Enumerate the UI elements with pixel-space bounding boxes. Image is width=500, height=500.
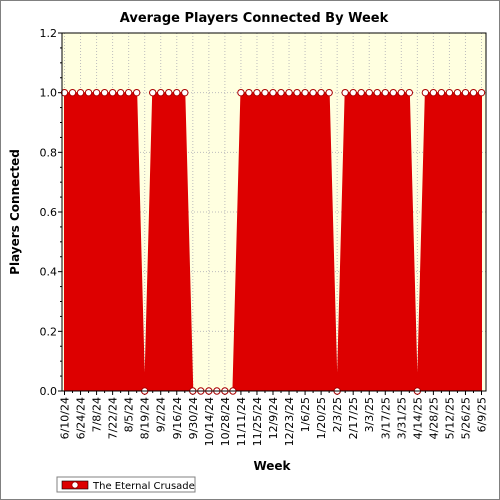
x-tick-label: 4/14/25: [411, 397, 424, 439]
data-point: [341, 88, 349, 97]
data-point: [469, 88, 478, 97]
data-point: [261, 88, 269, 97]
x-tick-label: 12/23/24: [283, 397, 296, 446]
x-tick-label: 3/31/25: [395, 397, 408, 439]
x-tick-label: 3/17/25: [379, 397, 392, 439]
y-tick-label: 0.6: [40, 206, 58, 219]
x-tick-label: 6/24/24: [75, 397, 88, 439]
data-point: [317, 88, 325, 97]
data-point: [381, 88, 389, 97]
data-point: [365, 88, 373, 97]
x-tick-label: 7/22/24: [107, 397, 120, 439]
data-point: [373, 88, 381, 97]
plot-area: 0.0 0.2 0.4 0.6 0.8 1.0 1.2 6/10/24 6/24/24 7/8/2…: [40, 27, 489, 446]
x-tick-label: 1/6/25: [299, 397, 312, 432]
data-point: [132, 88, 141, 97]
data-point: [453, 88, 462, 97]
legend-marker: [71, 481, 79, 489]
data-point: [301, 88, 309, 97]
data-point: [285, 88, 293, 97]
x-tick-label: 12/9/24: [267, 397, 280, 439]
x-tick-label: 9/16/24: [171, 397, 184, 439]
y-tick-label: 0.8: [40, 146, 58, 159]
data-point: [92, 88, 101, 97]
data-point: [237, 88, 245, 97]
x-tick-label: 10/14/24: [203, 397, 216, 446]
y-tick-label: 1.0: [40, 87, 58, 100]
data-point: [269, 88, 277, 97]
x-tick-label: 6/10/24: [59, 397, 72, 439]
legend-label: The Eternal Crusade: [92, 481, 195, 492]
data-point: [357, 88, 365, 97]
data-point: [277, 88, 285, 97]
x-tick-label: 2/17/25: [347, 397, 360, 439]
plot-border: [61, 32, 487, 392]
y-tick-label: 0.2: [40, 325, 58, 338]
data-point: [116, 88, 125, 97]
x-tick-label: 5/26/25: [459, 397, 472, 439]
data-point: [445, 88, 454, 97]
x-tick-label: 5/12/25: [443, 397, 456, 439]
y-tick-label: 0.0: [40, 385, 58, 398]
data-point: [253, 88, 261, 97]
data-point: [68, 88, 77, 97]
data-point: [124, 88, 133, 97]
data-point: [461, 88, 470, 97]
x-tick-label: 1/20/25: [315, 397, 328, 439]
x-tick-label: 8/5/24: [123, 397, 136, 432]
data-point: [429, 88, 438, 97]
data-point: [84, 88, 93, 97]
legend-box: [56, 476, 196, 493]
data-point: [293, 88, 301, 97]
x-tick-label: 6/9/25: [476, 397, 489, 432]
data-point: [309, 88, 317, 97]
x-tick-label: 11/11/24: [235, 397, 248, 446]
data-point: [405, 88, 414, 97]
x-tick-label: 7/8/24: [91, 397, 104, 432]
data-point: [437, 88, 446, 97]
y-tick-label: 0.4: [40, 266, 58, 279]
y-tick-label: 1.2: [40, 27, 58, 40]
data-point: [477, 88, 486, 97]
data-point: [349, 88, 357, 97]
x-tick-label: 9/30/24: [187, 397, 200, 439]
data-point: [76, 88, 85, 97]
data-point: [60, 88, 69, 97]
data-point: [157, 88, 165, 97]
data-point: [165, 88, 173, 97]
x-tick-label: 8/19/24: [139, 397, 152, 439]
data-point: [108, 88, 117, 97]
data-point: [389, 88, 397, 97]
data-point: [181, 88, 189, 97]
x-tick-label: 11/25/24: [251, 397, 264, 446]
x-tick-label: 9/2/24: [155, 397, 168, 432]
x-tick-label: 2/3/25: [331, 397, 344, 432]
data-point: [100, 88, 109, 97]
x-tick-label: 10/28/24: [219, 397, 232, 446]
x-axis-title: Week: [253, 459, 291, 473]
data-point: [245, 88, 253, 97]
data-point: [173, 88, 181, 97]
legend: The Eternal Crusade: [56, 476, 196, 493]
data-point: [421, 88, 430, 97]
x-tick-label: 3/3/25: [363, 397, 376, 432]
data-point: [325, 88, 333, 97]
chart-title: Average Players Connected By Week: [120, 11, 389, 26]
y-axis-title: Players Connected: [8, 149, 22, 275]
x-tick-label: 4/28/25: [427, 397, 440, 439]
data-point: [397, 88, 406, 97]
data-point: [149, 88, 157, 97]
